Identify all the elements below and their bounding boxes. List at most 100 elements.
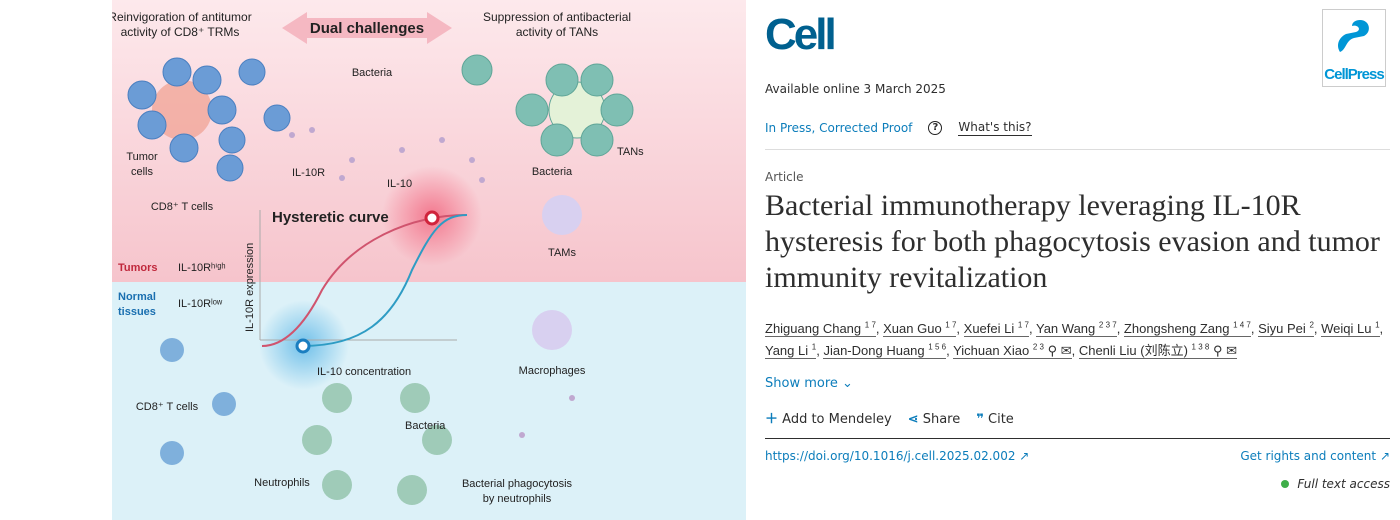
bacteria-label: Bacteria <box>405 420 446 432</box>
author-link[interactable]: Yang Li 1 <box>765 343 817 359</box>
author-name: Xuan Guo <box>883 321 942 336</box>
cite-label: Cite <box>988 412 1014 427</box>
affiliation-numbers: 1 4 7 <box>1233 320 1251 330</box>
author-name: Yang Li <box>765 343 809 358</box>
author-name: Zhongsheng Zang <box>1123 321 1230 336</box>
right-heading: activity of TANs <box>516 25 598 39</box>
share-icon: ⋖ <box>907 412 919 427</box>
divider <box>765 438 1390 439</box>
mendeley-label: Add to Mendeley <box>782 412 892 427</box>
cellpress-logo[interactable]: CellPress <box>1322 9 1386 87</box>
bacteria-label: Bacteria <box>532 166 573 178</box>
right-heading: Suppression of antibacterial <box>483 10 631 24</box>
add-to-mendeley-button[interactable]: ＋ Add to Mendeley <box>765 412 892 428</box>
macrophage <box>532 310 572 350</box>
access-status: Full text access <box>1281 477 1390 492</box>
affiliation-numbers: 1 3 8 <box>1191 342 1210 352</box>
cd8-label: CD8⁺ T cells <box>151 201 214 213</box>
il10r-low-label: IL-10Rˡᵒʷ <box>178 298 223 310</box>
il10r-high-label: IL-10Rʰⁱᵍʰ <box>178 262 226 274</box>
author-link[interactable]: Xuefei Li 1 7 <box>963 320 1029 337</box>
author-link[interactable]: Yan Wang 2 3 7 <box>1036 321 1117 337</box>
il10-molecules <box>289 127 575 438</box>
tans-label: TANs <box>617 146 644 158</box>
affiliation-numbers: 2 <box>1309 320 1314 330</box>
author-name: Zhiguang Chang <box>765 321 862 336</box>
hysteresis-blue-curve <box>301 214 468 347</box>
cell-journal-logo[interactable]: Cell <box>765 10 837 59</box>
links-row: https://doi.org/10.1016/j.cell.2025.02.0… <box>765 449 1390 464</box>
high-state-marker <box>424 210 440 226</box>
get-rights-link[interactable]: Get rights and content ↗ <box>1240 449 1390 464</box>
access-text: Full text access <box>1297 477 1390 491</box>
author-name: Siyu Pei <box>1258 321 1306 336</box>
divider <box>765 149 1390 150</box>
chevron-down-icon: ⌄ <box>842 376 853 391</box>
low-state-marker <box>295 338 311 354</box>
plus-icon: ＋ <box>765 412 779 427</box>
author-link[interactable]: Chenli Liu (刘陈立) 1 3 8 ⚲ ✉ <box>1078 342 1237 359</box>
author-link[interactable]: Weiqi Lu 1 <box>1321 320 1380 337</box>
corresponding-author-email-icon[interactable]: ⚲ ✉ <box>1209 343 1237 358</box>
neutrophils <box>302 383 452 505</box>
tan-cluster <box>461 54 634 157</box>
tam-cell <box>542 195 582 235</box>
help-icon[interactable]: ? <box>928 121 943 135</box>
normal-label: tissues <box>118 306 156 318</box>
status-row: In Press, Corrected Proof ? What's this? <box>765 120 1390 136</box>
article-actions: ＋ Add to Mendeley ⋖ Share ❞ Cite <box>765 412 1390 428</box>
tumor-cells-label: Tumor <box>126 151 158 163</box>
whats-this-link[interactable]: What's this? <box>958 120 1032 136</box>
author-name: Yichuan Xiao <box>953 343 1030 358</box>
affiliation-numbers: 1 <box>1375 320 1380 330</box>
tumor-cluster <box>127 57 291 182</box>
corresponding-author-email-icon[interactable]: ⚲ ✉ <box>1043 343 1072 358</box>
author-name: Yan Wang <box>1036 321 1096 336</box>
affiliation-numbers: 1 5 6 <box>928 342 947 352</box>
show-more-button[interactable]: Show more ⌄ <box>765 376 1390 392</box>
author-link[interactable]: Yichuan Xiao 2 3 ⚲ ✉ <box>953 343 1072 359</box>
doi-link[interactable]: https://doi.org/10.1016/j.cell.2025.02.0… <box>765 449 1029 464</box>
y-axis-label: IL-10R expression <box>244 243 256 332</box>
available-online: Available online 3 March 2025 <box>765 82 946 96</box>
affiliation-numbers: 1 7 <box>1017 320 1029 330</box>
cd8-label: CD8⁺ T cells <box>136 401 199 413</box>
cd8-cells-normal <box>160 338 236 465</box>
tumors-label: Tumors <box>118 262 158 274</box>
phagocytosis-label: by neutrophils <box>483 493 552 505</box>
normal-label: Normal <box>118 291 156 303</box>
journal-bar: Cell CellPress <box>765 0 1390 87</box>
graphical-abstract: Dual challenges Reinvigoration of antitu… <box>112 0 746 520</box>
dual-challenges-arrow <box>282 12 452 44</box>
left-heading: Reinvigoration of antitumor <box>112 10 252 24</box>
affiliation-numbers: 1 7 <box>945 320 957 330</box>
cite-button[interactable]: ❞ Cite <box>976 412 1014 428</box>
il10r-label: IL-10R <box>292 167 325 179</box>
article-type: Article <box>765 170 804 184</box>
doi-text: https://doi.org/10.1016/j.cell.2025.02.0… <box>765 449 1016 463</box>
article-header: Cell CellPress Available online 3 March … <box>765 0 1390 520</box>
affiliation-numbers: 1 7 <box>864 320 876 330</box>
il10-label: IL-10 <box>387 178 412 190</box>
author-link[interactable]: Zhiguang Chang 1 7 <box>765 321 876 337</box>
author-name: Weiqi Lu <box>1321 321 1372 336</box>
show-more-label: Show more <box>765 376 838 391</box>
left-heading: activity of CD8⁺ TRMs <box>121 25 240 39</box>
author-link[interactable]: Zhongsheng Zang 1 4 7 <box>1123 320 1251 337</box>
author-name: Xuefei Li <box>963 321 1015 336</box>
neutrophils-label: Neutrophils <box>254 477 310 489</box>
author-link[interactable]: Jian-Dong Huang 1 5 6 <box>823 342 947 359</box>
bacteria-label: Bacteria <box>352 67 393 79</box>
in-press-label: In Press, Corrected Proof <box>765 120 913 135</box>
external-link-icon: ↗ <box>1379 449 1390 463</box>
affiliation-numbers: 2 3 <box>1032 342 1044 352</box>
external-link-icon: ↗ <box>1019 449 1030 463</box>
cellpress-mark-icon <box>1338 20 1369 52</box>
author-link[interactable]: Siyu Pei 2 <box>1258 321 1314 337</box>
affiliation-numbers: 2 3 7 <box>1098 320 1117 330</box>
access-dot-icon <box>1281 480 1290 488</box>
dual-challenges-label: Dual challenges <box>310 20 424 37</box>
share-button[interactable]: ⋖ Share <box>908 412 961 428</box>
author-link[interactable]: Xuan Guo 1 7 <box>883 320 957 337</box>
cellpress-text: CellPress <box>1324 66 1384 83</box>
